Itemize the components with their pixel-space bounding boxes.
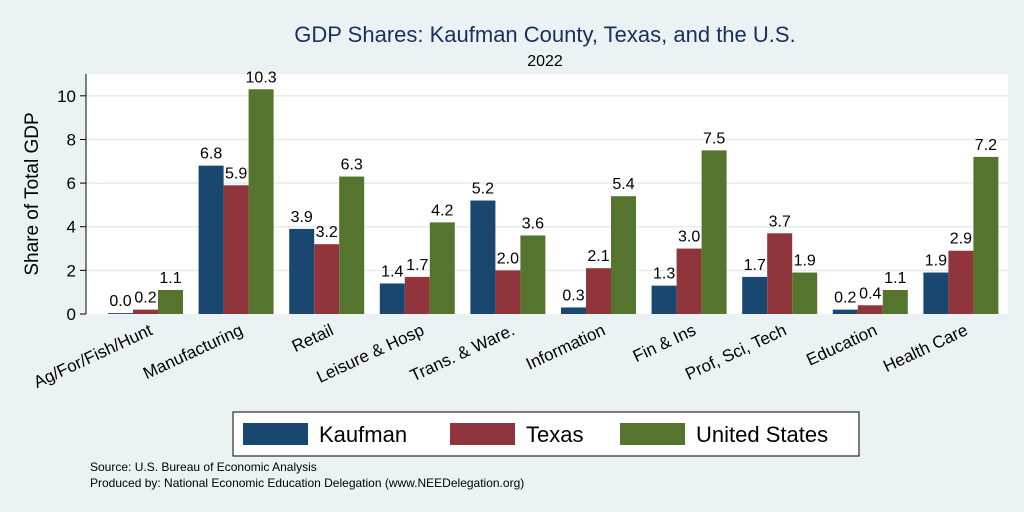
data-label: 0.0 — [109, 293, 131, 310]
bar-kaufman — [289, 228, 315, 314]
chart-title: GDP Shares: Kaufman County, Texas, and t… — [294, 22, 795, 47]
x-category-label: Fin & Ins — [630, 320, 699, 366]
y-tick-label: 0 — [67, 305, 76, 324]
bar-kaufman — [651, 285, 677, 314]
data-label: 1.1 — [884, 270, 906, 287]
bars — [108, 89, 999, 314]
bar-texas — [495, 270, 521, 314]
data-label: 4.2 — [431, 202, 453, 219]
x-category-label: Education — [803, 320, 880, 369]
bar-united-states — [158, 290, 183, 314]
data-label: 1.7 — [744, 257, 766, 274]
bar-kaufman — [108, 313, 133, 314]
data-label: 1.1 — [159, 270, 181, 287]
bar-kaufman — [198, 165, 224, 314]
data-label: 10.3 — [246, 69, 277, 86]
bar-united-states — [248, 89, 274, 314]
bar-united-states — [792, 272, 818, 314]
bar-kaufman — [832, 309, 858, 314]
data-label: 2.0 — [497, 250, 519, 267]
y-tick-label: 8 — [67, 130, 76, 149]
bar-kaufman — [470, 200, 496, 314]
x-category-label: Trans. & Ware. — [407, 320, 517, 385]
data-label: 1.7 — [406, 257, 428, 274]
bar-united-states — [520, 235, 546, 314]
bar-texas — [857, 305, 883, 314]
legend-swatch — [243, 423, 308, 445]
produced-by-line: Produced by: National Economic Education… — [90, 476, 525, 490]
bar-united-states — [429, 222, 455, 314]
data-label: 0.2 — [834, 290, 856, 307]
bar-united-states — [339, 176, 365, 314]
x-category-label: Prof, Sci, Tech — [682, 320, 789, 383]
y-ticks: 0 2 4 6 8 10 — [57, 87, 86, 324]
x-category-label: Health Care — [880, 320, 970, 376]
bar-texas — [314, 244, 340, 314]
bar-kaufman — [379, 283, 405, 314]
data-label: 3.0 — [678, 229, 700, 246]
data-label: 3.9 — [291, 209, 313, 226]
legend: Kaufman Texas United States — [232, 411, 860, 457]
bar-kaufman — [923, 272, 949, 314]
bar-texas — [586, 268, 611, 314]
data-label: 6.8 — [200, 146, 222, 163]
data-label: 3.7 — [769, 213, 791, 230]
data-label: 7.5 — [703, 130, 725, 147]
bar-texas — [948, 250, 974, 314]
bar-kaufman — [561, 307, 586, 314]
data-label: 0.3 — [562, 287, 584, 304]
data-label: 5.2 — [472, 181, 494, 198]
bar-kaufman — [742, 276, 768, 314]
chart-subtitle: 2022 — [527, 53, 563, 70]
source-line: Source: U.S. Bureau of Economic Analysis — [90, 460, 317, 474]
legend-swatch — [450, 423, 515, 445]
bar-texas — [133, 309, 158, 314]
bar-united-states — [611, 196, 636, 314]
y-tick-label: 6 — [67, 174, 76, 193]
x-category-label: Retail — [289, 320, 336, 356]
data-label: 1.3 — [653, 266, 675, 283]
data-label: 7.2 — [975, 137, 997, 154]
bar-texas — [223, 185, 249, 314]
legend-entry: Texas — [526, 422, 583, 447]
legend-swatch — [620, 423, 685, 445]
legend-entry: United States — [696, 422, 828, 447]
legend-box — [232, 411, 860, 457]
data-label: 3.6 — [522, 215, 544, 232]
bar-united-states — [973, 156, 999, 314]
data-label: 3.2 — [316, 224, 338, 241]
data-label: 2.1 — [587, 248, 609, 265]
y-tick-label: 4 — [67, 218, 76, 237]
bar-texas — [767, 233, 793, 314]
x-category-label: Manufacturing — [140, 320, 246, 383]
y-tick-label: 10 — [57, 87, 76, 106]
data-label: 2.9 — [950, 231, 972, 248]
data-label: 1.9 — [794, 253, 816, 270]
y-axis-label: Share of Total GDP — [22, 112, 43, 275]
bar-texas — [676, 248, 702, 314]
data-label: 1.9 — [925, 253, 947, 270]
data-label: 5.4 — [612, 176, 634, 193]
bar-texas — [404, 276, 430, 314]
y-tick-label: 2 — [67, 261, 76, 280]
legend-entry: Kaufman — [319, 422, 407, 447]
data-label: 0.2 — [134, 290, 156, 307]
x-category-label: Ag/For/Fish/Hunt — [31, 320, 156, 392]
bar-united-states — [701, 150, 727, 314]
data-label: 1.4 — [381, 263, 403, 280]
data-label: 0.4 — [859, 285, 881, 302]
data-label: 6.3 — [341, 157, 363, 174]
data-labels: 0.0 0.21.16.85.910.33.93.26.31.4 1.74.25.2… — [109, 69, 997, 310]
x-category-label: Information — [523, 320, 608, 373]
bar-united-states — [882, 290, 908, 314]
data-label: 5.9 — [225, 165, 247, 182]
